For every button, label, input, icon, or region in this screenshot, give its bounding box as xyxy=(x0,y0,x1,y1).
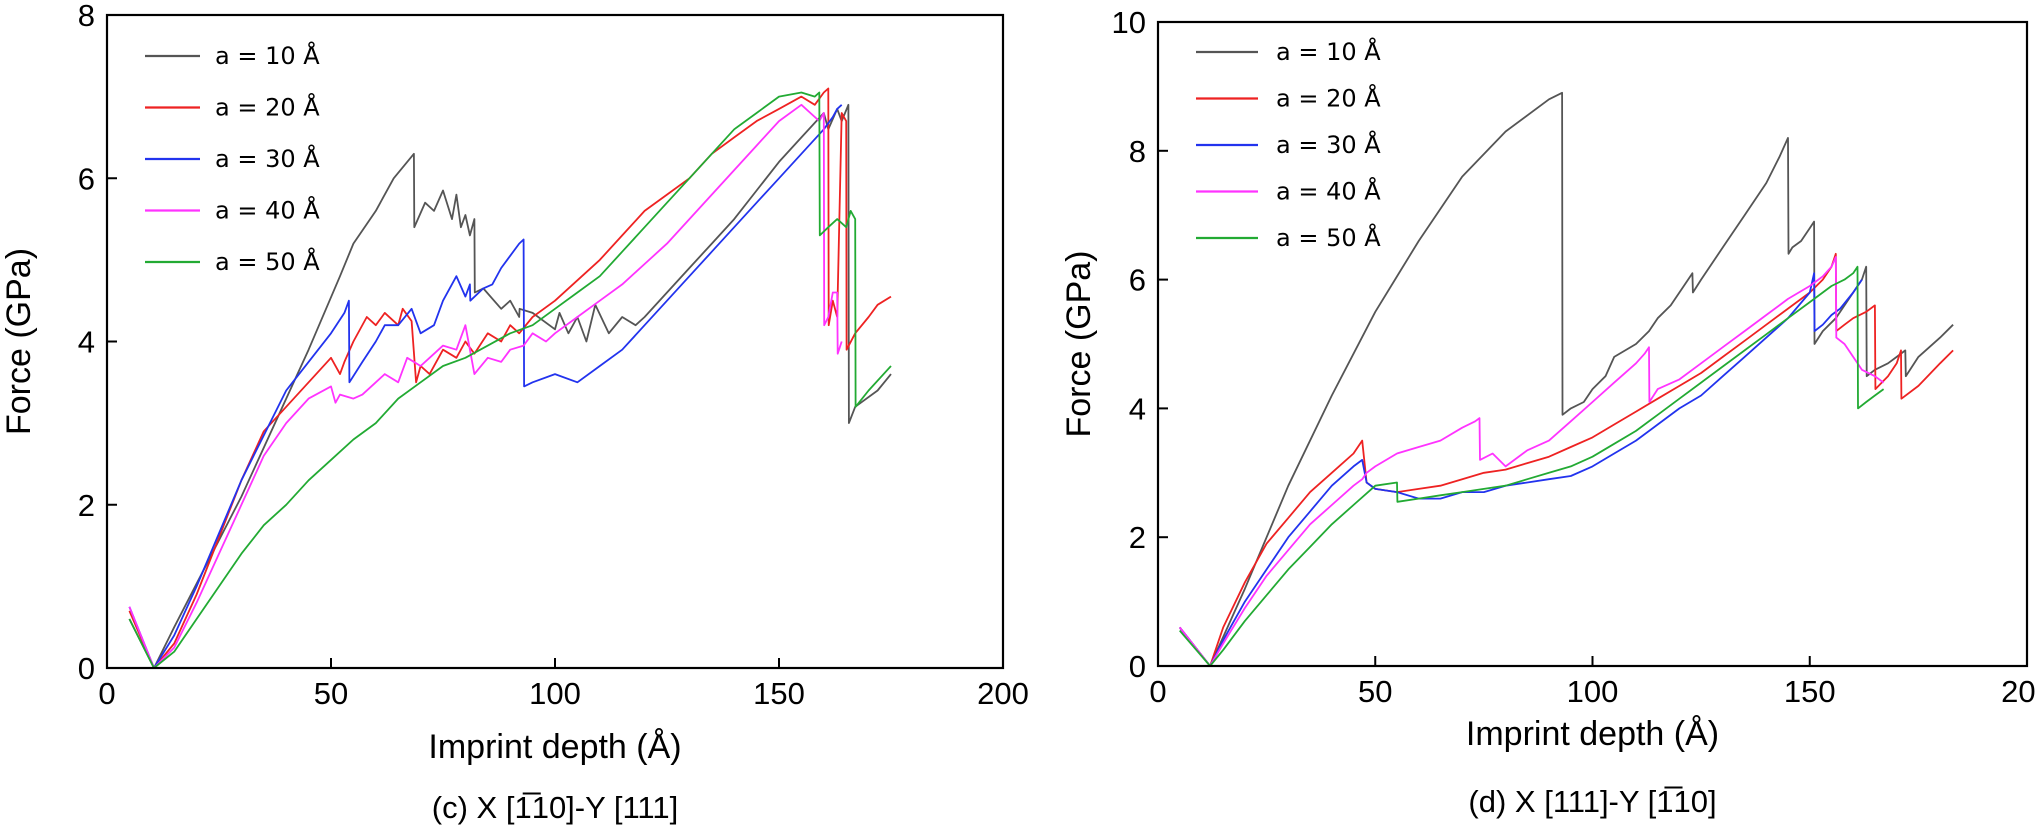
series-line-1 xyxy=(1178,91,1954,666)
y-axis-label: Force (GPa) xyxy=(1060,250,1098,437)
y-tick-label: 0 xyxy=(1129,649,1146,684)
x-axis-label: Imprint depth (Å) xyxy=(428,728,681,766)
y-tick-label: 8 xyxy=(78,0,95,33)
legend-label-1: a = 10 Å xyxy=(1276,37,1381,66)
legend-label-4: a = 40 Å xyxy=(215,196,320,225)
series-line-3 xyxy=(1178,272,1863,666)
x-tick-label: 100 xyxy=(529,676,581,711)
series-line-4 xyxy=(128,103,843,668)
x-axis-label: Imprint depth (Å) xyxy=(1466,715,1719,753)
legend: a = 10 Å a = 20 Å a = 30 Å a = 40 Å a = 50 Å xyxy=(145,41,320,276)
series-group xyxy=(1178,91,1954,666)
legend-label-2: a = 20 Å xyxy=(215,93,320,122)
panel-caption: (d) X [111]-Y [1̅10] xyxy=(1468,784,1716,819)
x-tick-label: 50 xyxy=(1358,674,1392,709)
x-tick-label: 100 xyxy=(1567,674,1619,709)
y-tick-label: 6 xyxy=(1129,263,1146,298)
legend: a = 10 Å a = 20 Å a = 30 Å a = 40 Å a = 50 Å xyxy=(1196,37,1381,252)
series-group xyxy=(128,87,892,668)
y-tick-label: 6 xyxy=(78,161,95,196)
series-line-2 xyxy=(128,87,892,668)
y-tick-label: 8 xyxy=(1129,134,1146,169)
x-tick-label: 150 xyxy=(753,676,805,711)
series-line-5 xyxy=(128,91,892,668)
y-tick-label: 4 xyxy=(1129,391,1146,426)
x-tick-label: 50 xyxy=(314,676,348,711)
panel-c: 0 50 100 150 200 0 2 4 6 8 Imprint depth (Å) Force … xyxy=(0,0,1029,825)
panel-d: 0 50 100 150 200 0 2 4 6 8 10 Imprint depth (Å) Forc… xyxy=(1060,5,2036,819)
series-line-2 xyxy=(1178,252,1954,666)
panel-caption: (c) X [1̅10]-Y [111] xyxy=(432,790,678,825)
y-tick-label: 0 xyxy=(78,651,95,686)
legend-label-2: a = 20 Å xyxy=(1276,84,1381,113)
x-tick-label: 200 xyxy=(977,676,1029,711)
legend-label-5: a = 50 Å xyxy=(1276,223,1381,252)
series-line-1 xyxy=(128,103,892,668)
y-tick-label: 10 xyxy=(1112,5,1146,40)
series-line-3 xyxy=(128,104,843,668)
series-line-4 xyxy=(1178,256,1885,666)
legend-label-4: a = 40 Å xyxy=(1276,177,1381,206)
y-tick-label: 2 xyxy=(1129,520,1146,555)
series-line-5 xyxy=(1179,265,1885,666)
x-tick-label: 0 xyxy=(1149,674,1166,709)
legend-label-5: a = 50 Å xyxy=(215,247,320,276)
legend-label-3: a = 30 Å xyxy=(215,144,320,173)
legend-label-3: a = 30 Å xyxy=(1276,130,1381,159)
y-tick-label: 4 xyxy=(78,325,95,360)
x-tick-label: 0 xyxy=(98,676,115,711)
x-tick-label: 200 xyxy=(2001,674,2036,709)
y-axis-label: Force (GPa) xyxy=(0,248,38,435)
y-tick-label: 2 xyxy=(78,488,95,523)
legend-label-1: a = 10 Å xyxy=(215,41,320,70)
x-tick-label: 150 xyxy=(1784,674,1836,709)
